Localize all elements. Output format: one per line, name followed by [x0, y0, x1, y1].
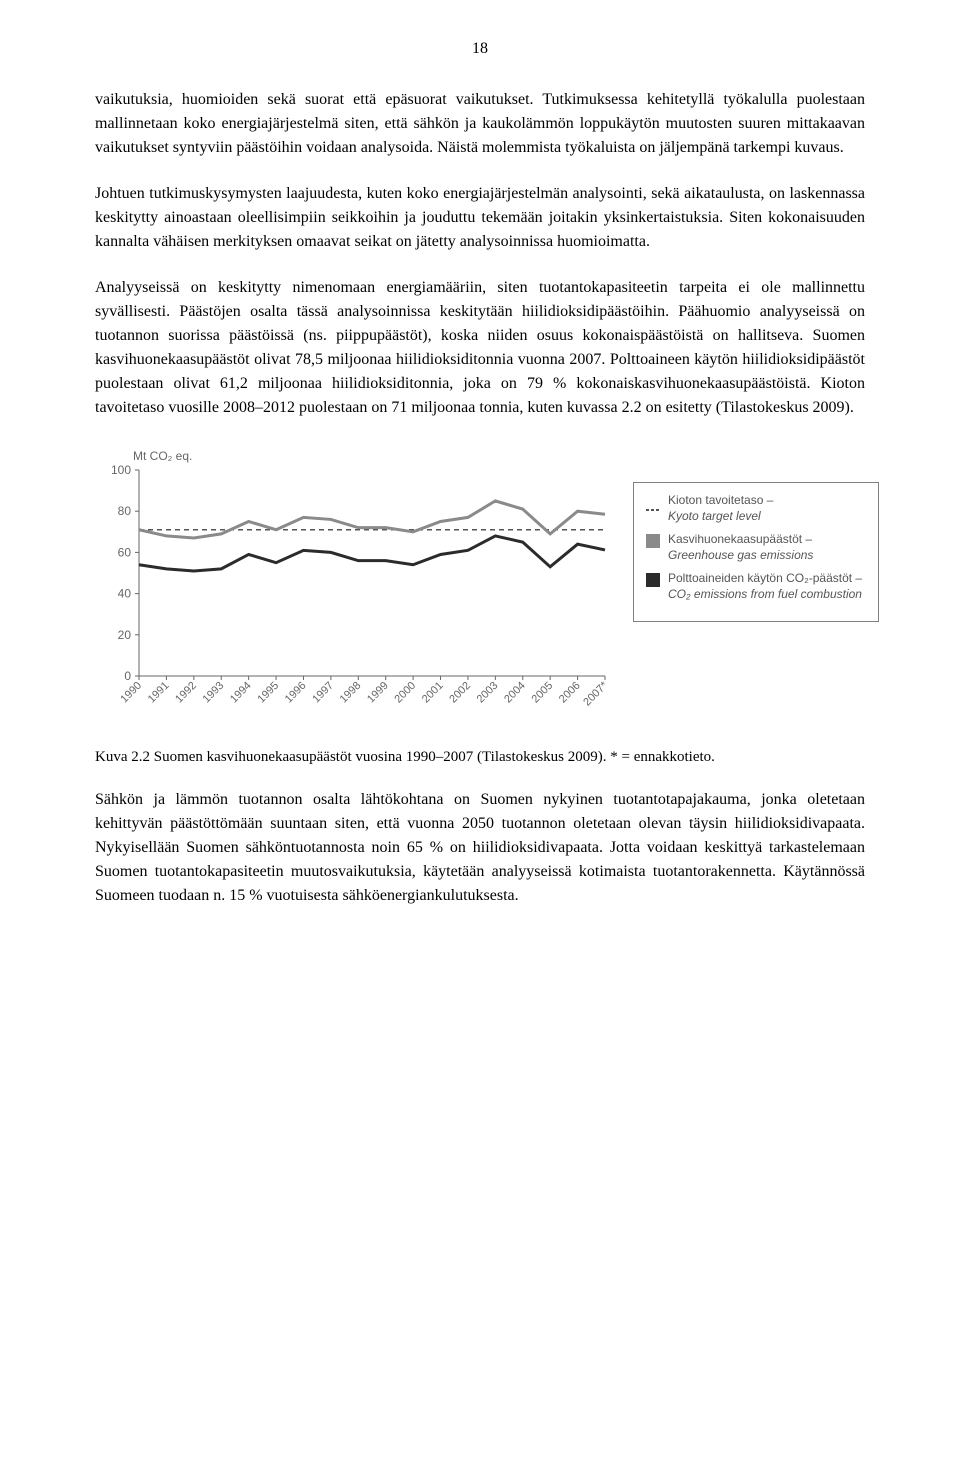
- svg-text:2002: 2002: [447, 680, 473, 706]
- body-paragraph-1: vaikutuksia, huomioiden sekä suorat että…: [95, 88, 865, 160]
- svg-text:1992: 1992: [173, 680, 199, 706]
- legend-fi: Kasvihuonekaasupäästöt –: [668, 532, 812, 546]
- svg-text:2005: 2005: [529, 680, 555, 706]
- svg-text:Mt CO₂ eq.: Mt CO₂ eq.: [133, 449, 192, 463]
- svg-text:1998: 1998: [338, 680, 364, 706]
- svg-text:2006: 2006: [557, 680, 583, 706]
- svg-text:1996: 1996: [283, 680, 309, 706]
- body-paragraph-2: Johtuen tutkimuskysymysten laajuudesta, …: [95, 182, 865, 254]
- svg-text:1999: 1999: [365, 680, 391, 706]
- emissions-line-chart: Mt CO₂ eq.020406080100199019911992199319…: [95, 442, 615, 727]
- svg-text:40: 40: [118, 587, 132, 601]
- svg-text:1993: 1993: [201, 680, 227, 706]
- legend-en: CO₂ emissions from fuel combustion: [668, 587, 862, 601]
- svg-text:2003: 2003: [475, 680, 501, 706]
- figure-caption: Kuva 2.2 Suomen kasvihuonekaasupäästöt v…: [95, 749, 865, 766]
- svg-text:1994: 1994: [228, 680, 254, 706]
- svg-text:1991: 1991: [146, 680, 172, 706]
- svg-text:1990: 1990: [118, 680, 144, 706]
- svg-text:2001: 2001: [420, 680, 446, 706]
- legend-swatch-icon: [646, 534, 660, 548]
- legend-label-kyoto: Kioton tavoitetaso – Kyoto target level: [668, 493, 773, 524]
- page-number: 18: [95, 40, 865, 58]
- svg-text:2000: 2000: [392, 680, 418, 706]
- svg-text:20: 20: [118, 628, 132, 642]
- chart-legend: Kioton tavoitetaso – Kyoto target level …: [633, 482, 879, 622]
- legend-label-ghg: Kasvihuonekaasupäästöt – Greenhouse gas …: [668, 532, 813, 563]
- legend-label-fuel: Polttoaineiden käytön CO₂-päästöt – CO₂ …: [668, 571, 862, 602]
- body-paragraph-3: Analyyseissä on keskitytty nimenomaan en…: [95, 276, 865, 420]
- legend-swatch-icon: [646, 573, 660, 587]
- figure-2-2: Mt CO₂ eq.020406080100199019911992199319…: [95, 442, 865, 727]
- legend-fi: Kioton tavoitetaso –: [668, 493, 773, 507]
- legend-entry-ghg: Kasvihuonekaasupäästöt – Greenhouse gas …: [646, 532, 866, 563]
- legend-en: Greenhouse gas emissions: [668, 548, 813, 562]
- legend-entry-fuel: Polttoaineiden käytön CO₂-päästöt – CO₂ …: [646, 571, 866, 602]
- svg-text:2007*: 2007*: [581, 679, 610, 708]
- legend-entry-kyoto: Kioton tavoitetaso – Kyoto target level: [646, 493, 866, 524]
- legend-en: Kyoto target level: [668, 509, 761, 523]
- svg-text:2004: 2004: [502, 680, 528, 706]
- svg-text:100: 100: [111, 463, 131, 477]
- chart-svg: Mt CO₂ eq.020406080100199019911992199319…: [95, 442, 615, 722]
- legend-fi: Polttoaineiden käytön CO₂-päästöt –: [668, 571, 862, 585]
- body-paragraph-4: Sähkön ja lämmön tuotannon osalta lähtök…: [95, 788, 865, 908]
- svg-text:80: 80: [118, 504, 132, 518]
- svg-text:60: 60: [118, 545, 132, 559]
- svg-text:1995: 1995: [255, 680, 281, 706]
- svg-text:0: 0: [124, 669, 131, 683]
- svg-text:1997: 1997: [310, 680, 336, 706]
- legend-dash-icon: [646, 500, 660, 514]
